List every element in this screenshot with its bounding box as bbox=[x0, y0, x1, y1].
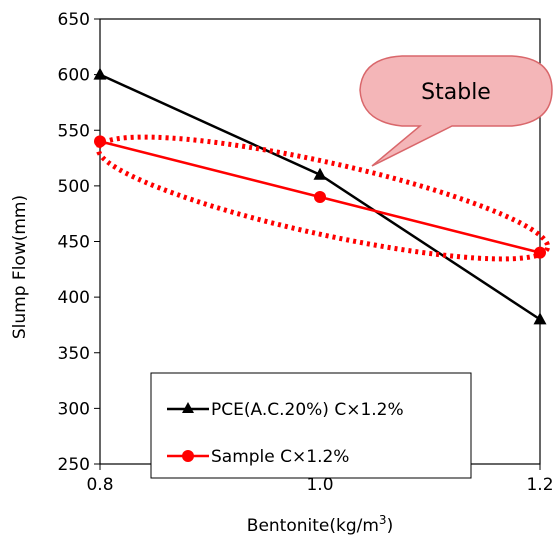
data-point-triangle bbox=[313, 167, 327, 180]
y-tick-label: 650 bbox=[58, 10, 90, 30]
series-layer bbox=[93, 67, 547, 325]
legend-marker-circle bbox=[182, 450, 194, 462]
legend-label-pce: PCE(A.C.20%) C×1.2% bbox=[211, 400, 404, 420]
x-tick-label: 1.0 bbox=[306, 475, 333, 495]
x-tick-label: 1.2 bbox=[526, 475, 553, 495]
y-tick-label: 300 bbox=[58, 399, 90, 419]
x-axis-label-main: Bentonite(kg/m bbox=[247, 516, 379, 536]
x-axis-label-end: ) bbox=[387, 516, 394, 536]
y-tick-label: 500 bbox=[58, 177, 90, 197]
stable-callout: Stable bbox=[359, 55, 553, 167]
legend-box bbox=[150, 372, 472, 479]
callout-bubble bbox=[359, 55, 553, 167]
y-tick-label: 550 bbox=[58, 121, 90, 141]
x-tick-label: 0.8 bbox=[86, 475, 113, 495]
y-tick-label: 350 bbox=[58, 344, 90, 364]
data-point-triangle bbox=[93, 67, 107, 80]
y-tick-label: 450 bbox=[58, 233, 90, 253]
data-point-circle bbox=[94, 135, 106, 148]
x-axis-label: Bentonite(kg/m3) bbox=[247, 513, 393, 536]
y-tick-label: 400 bbox=[58, 288, 90, 308]
legend-marker-triangle bbox=[182, 402, 194, 413]
legend: PCE(A.C.20%) C×1.2% Sample C×1.2% bbox=[150, 372, 472, 479]
data-point-triangle bbox=[533, 312, 547, 325]
callout-text: Stable bbox=[421, 80, 491, 105]
y-tick-label: 600 bbox=[58, 66, 90, 86]
y-axis-label: Slump Flow(mm) bbox=[10, 195, 30, 339]
y-axis-ticks: 250 300 350 400 450 500 550 600 650 bbox=[58, 10, 100, 475]
data-point-circle bbox=[314, 191, 326, 203]
highlight-ellipse bbox=[95, 134, 551, 262]
y-tick-label: 250 bbox=[58, 455, 90, 475]
x-axis-label-superscript: 3 bbox=[379, 513, 387, 527]
legend-label-sample: Sample C×1.2% bbox=[211, 447, 349, 467]
